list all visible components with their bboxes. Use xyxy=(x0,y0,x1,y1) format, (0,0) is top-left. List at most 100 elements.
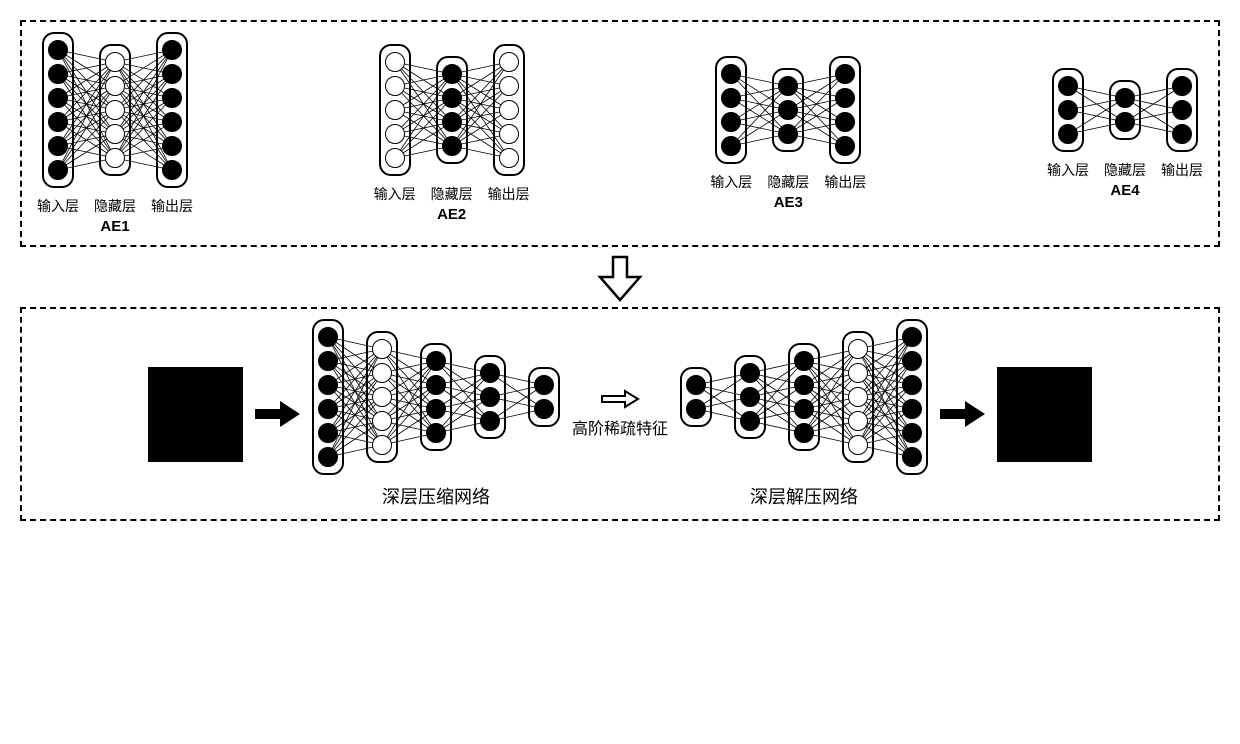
neuron-node xyxy=(721,64,741,84)
neuron-node xyxy=(318,447,338,467)
neuron-node xyxy=(480,363,500,383)
arrow-right-solid-icon xyxy=(940,399,985,429)
layer-label-input: 输入层 xyxy=(1047,160,1089,180)
layer-label-output: 输出层 xyxy=(1161,160,1203,180)
input-image-box xyxy=(148,367,243,462)
neuron-node xyxy=(318,327,338,347)
layer-column xyxy=(420,343,452,451)
layer-label-output: 输出层 xyxy=(824,172,866,192)
neuron-node xyxy=(794,399,814,419)
neuron-node xyxy=(426,423,446,443)
ae-name: AE2 xyxy=(437,206,466,223)
neuron-node xyxy=(442,88,462,108)
layer-column xyxy=(156,32,188,188)
neuron-node xyxy=(778,124,798,144)
neuron-node xyxy=(318,399,338,419)
layer-label-output: 输出层 xyxy=(488,184,530,204)
neuron-node xyxy=(499,124,519,144)
neuron-node xyxy=(372,339,392,359)
neuron-node xyxy=(48,40,68,60)
neuron-node xyxy=(534,375,554,395)
neuron-node xyxy=(372,387,392,407)
neuron-node xyxy=(499,100,519,120)
layer-column xyxy=(734,355,766,439)
layer-column xyxy=(528,367,560,427)
neuron-node xyxy=(1172,124,1192,144)
top-panel: 输入层隐藏层输出层AE1输入层隐藏层输出层AE2输入层隐藏层输出层AE3输入层隐… xyxy=(20,20,1220,247)
neuron-node xyxy=(385,100,405,120)
neuron-node xyxy=(105,100,125,120)
arrow-right-solid-icon xyxy=(255,399,300,429)
layer-label-hidden: 隐藏层 xyxy=(94,196,136,216)
neuron-node xyxy=(902,447,922,467)
neuron-node xyxy=(426,351,446,371)
neuron-node xyxy=(48,136,68,156)
neuron-node xyxy=(721,88,741,108)
neuron-node xyxy=(162,160,182,180)
layer-column xyxy=(99,44,131,176)
layer-labels: 输入层隐藏层输出层 xyxy=(374,184,530,204)
neuron-node xyxy=(385,124,405,144)
layer-label-input: 输入层 xyxy=(374,184,416,204)
layer-label-input: 输入层 xyxy=(37,196,79,216)
neuron-node xyxy=(721,136,741,156)
layer-column xyxy=(366,331,398,463)
neuron-node xyxy=(848,363,868,383)
layer-column xyxy=(680,367,712,427)
neuron-node xyxy=(534,399,554,419)
layer-column xyxy=(715,56,747,164)
arrow-right-hollow-icon xyxy=(600,389,640,409)
layer-column xyxy=(312,319,344,475)
decoder-label: 深层解压网络 xyxy=(750,483,858,509)
ae-block-ae4: 输入层隐藏层输出层 AE4 xyxy=(1047,68,1203,199)
layer-column xyxy=(788,343,820,451)
neuron-node xyxy=(740,411,760,431)
neuron-node xyxy=(794,375,814,395)
neuron-node xyxy=(794,423,814,443)
neuron-node xyxy=(442,64,462,84)
ae-block-ae2: 输入层隐藏层输出层 AE2 xyxy=(374,44,530,223)
neuron-node xyxy=(1115,112,1135,132)
neuron-node xyxy=(385,148,405,168)
arrow-down-icon xyxy=(595,252,645,302)
neuron-node xyxy=(1115,88,1135,108)
neuron-node xyxy=(740,363,760,383)
neuron-node xyxy=(372,363,392,383)
neuron-node xyxy=(1058,100,1078,120)
neuron-node xyxy=(740,387,760,407)
decoder-group: 深层解压网络 xyxy=(680,319,928,509)
encoder-net xyxy=(312,319,560,475)
neuron-node xyxy=(902,375,922,395)
neuron-node xyxy=(848,411,868,431)
neuron-node xyxy=(835,112,855,132)
ae-block-ae3: 输入层隐藏层输出层AE3 xyxy=(710,56,866,211)
layer-column xyxy=(493,44,525,176)
layer-column xyxy=(1052,68,1084,152)
center-block: 高阶稀疏特征 xyxy=(572,389,668,439)
ae-net xyxy=(715,56,861,164)
ae-name: AE4 xyxy=(1110,182,1139,199)
ae-block-ae1: 输入层隐藏层输出层AE1 xyxy=(37,32,193,235)
neuron-node xyxy=(902,327,922,347)
bottom-row: 深层压缩网络 高阶稀疏特征 深层解压网络 xyxy=(37,319,1203,509)
layer-label-hidden: 隐藏层 xyxy=(431,184,473,204)
layer-column xyxy=(829,56,861,164)
layer-column xyxy=(436,56,468,164)
neuron-node xyxy=(48,160,68,180)
ae-name: AE1 xyxy=(100,218,129,235)
neuron-node xyxy=(794,351,814,371)
neuron-node xyxy=(835,88,855,108)
ae-net xyxy=(379,44,525,176)
layer-column xyxy=(772,68,804,152)
neuron-node xyxy=(848,435,868,455)
layer-column xyxy=(1109,80,1141,140)
autoencoder-row: 输入层隐藏层输出层AE1输入层隐藏层输出层AE2输入层隐藏层输出层AE3输入层隐… xyxy=(37,32,1203,235)
ae-name: AE3 xyxy=(774,194,803,211)
neuron-node xyxy=(835,64,855,84)
neuron-node xyxy=(1172,100,1192,120)
neuron-node xyxy=(1172,76,1192,96)
layer-column xyxy=(42,32,74,188)
layer-label-hidden: 隐藏层 xyxy=(1104,160,1146,180)
ae-net xyxy=(1052,68,1198,152)
neuron-node xyxy=(385,52,405,72)
